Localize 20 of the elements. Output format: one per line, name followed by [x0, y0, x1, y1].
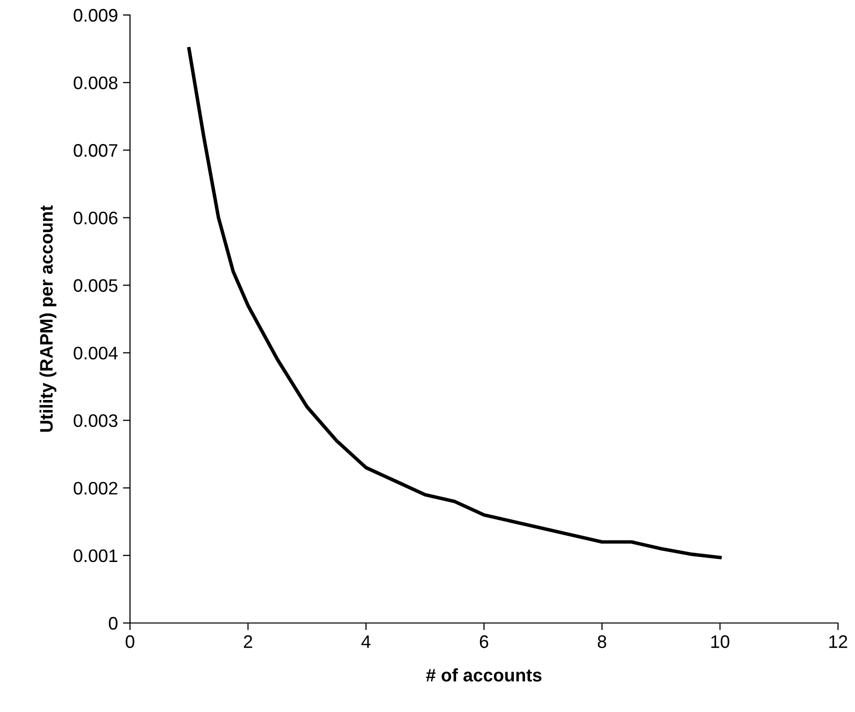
x-tick-label: 2: [244, 635, 252, 648]
x-tick-label: 6: [480, 635, 488, 648]
x-tick-label: 8: [598, 635, 606, 648]
y-tick-label: 0.006: [74, 212, 118, 224]
line-series: [187, 47, 722, 560]
y-tick-label: 0.007: [74, 144, 118, 157]
x-tick-label: 12: [829, 635, 848, 648]
x-axis-title: # of accounts: [426, 668, 542, 682]
y-axis-title: Utility (RAPM) per account: [40, 205, 56, 432]
x-tick-label: 4: [361, 635, 370, 648]
x-tick-label: 0: [126, 635, 134, 648]
y-tick-label: 0.001: [74, 549, 118, 562]
y-tick-label: 0.003: [74, 414, 118, 428]
x-tick-label: 10: [711, 635, 730, 648]
y-tick-label: 0.002: [74, 482, 118, 495]
y-tick-label: 0.008: [74, 76, 118, 90]
y-tick-label: 0.005: [74, 279, 118, 292]
y-tick-label: 0.004: [74, 346, 118, 360]
y-tick-label: 0: [108, 616, 118, 630]
y-tick-label: 0.009: [74, 8, 118, 22]
